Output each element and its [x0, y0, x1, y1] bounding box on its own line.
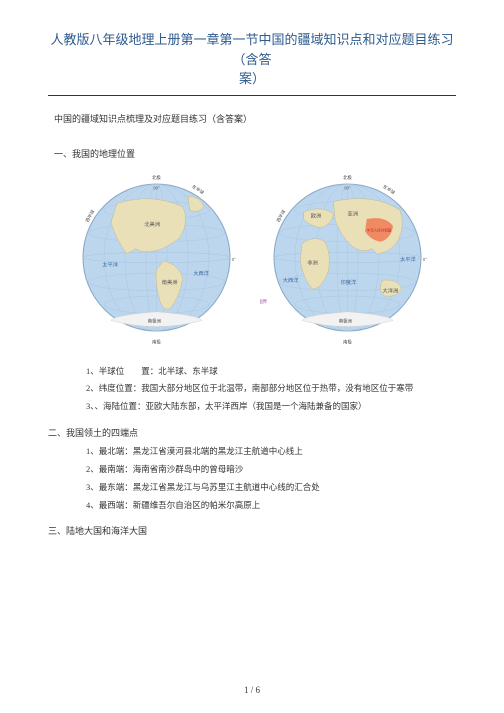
list-item: 2、最南端：海南省南沙群岛中的曾母暗沙 — [86, 461, 456, 479]
antarctica-label: 南极洲 — [148, 317, 161, 324]
pacific-label-e: 太平洋 — [400, 255, 416, 263]
north-pole-label: 北极 — [152, 173, 161, 180]
title-line-2: 案） — [239, 71, 265, 86]
legend-label: 国界 — [260, 299, 268, 305]
page-total: 6 — [256, 685, 261, 695]
antarctica-label-e: 南极洲 — [339, 317, 352, 324]
oceania-label: 大洋洲 — [383, 286, 399, 294]
atlantic-label-e: 大西洋 — [283, 276, 299, 284]
south-pole-label: 南极 — [152, 338, 161, 345]
coord-90: 90° — [153, 185, 160, 190]
section-1-list: 1、半球位 置：北半球、东半球 2、纬度位置：我国大部分地区位于北温带，南部部分… — [48, 363, 456, 417]
coord-0-side: 0° — [232, 257, 236, 262]
north-america-label: 北美洲 — [144, 220, 160, 228]
list-item: 3、最东端：黑龙江省黑龙江与乌苏里江主航道中心线的汇合处 — [86, 479, 456, 497]
europe-label: 欧洲 — [311, 211, 322, 219]
list-item: 3、、海陆位置：亚欧大陆东部，太平洋西岸（我国是一个海陆兼备的国家） — [86, 398, 456, 416]
section-2-list: 1、最北端：黑龙江省漠河县北端的黑龙江主航道中心线上 2、最南端：海南省南沙群岛… — [48, 443, 456, 514]
indian-label: 印度洋 — [341, 277, 357, 285]
page-footer: 1 / 6 — [0, 685, 504, 695]
list-item: 2、纬度位置：我国大部分地区位于北温带，南部部分地区位于热带，没有地区位于寒带 — [86, 380, 456, 398]
pacific-label: 太平洋 — [102, 260, 118, 268]
header-divider — [48, 95, 456, 96]
subtitle: 中国的疆域知识点梳理及对应题目练习（含答案） — [48, 112, 456, 125]
south-america-label: 南美洲 — [162, 277, 178, 285]
section-3-heading: 三、陆地大国和海洋大国 — [48, 524, 456, 537]
coord-0-side-e: 0° — [423, 257, 427, 262]
globe-west: 北极 南极 西半球 东半球 北美洲 南美洲 太平洋 大西洋 南极洲 90° 0° — [69, 170, 244, 345]
section-1-heading: 一、我国的地理位置 — [48, 147, 456, 160]
section-2-heading: 二、我国领土的四端点 — [48, 426, 456, 439]
page-sep: / — [248, 685, 255, 695]
north-pole-label-e: 北极 — [343, 173, 352, 180]
atlantic-label: 大西洋 — [193, 269, 209, 277]
list-item: 1、半球位 置：北半球、东半球 — [86, 363, 456, 381]
south-pole-label-e: 南极 — [343, 338, 352, 345]
page-title: 人教版八年级地理上册第一章第一节中国的疆域知识点和对应题目练习（含答 案） — [48, 30, 456, 95]
coord-90-e: 90° — [344, 185, 351, 190]
globe-west-svg: 北极 南极 西半球 东半球 北美洲 南美洲 太平洋 大西洋 南极洲 90° 0° — [69, 170, 244, 345]
list-item: 4、最西端：新疆维吾尔自治区的帕米尔高原上 — [86, 497, 456, 515]
globe-east-svg: 北极 南极 西半球 东半球 亚洲 欧洲 非洲 大洋洲 太平洋 印度洋 大西洋 南… — [260, 170, 435, 345]
china-label: 中华人民共和国 — [367, 227, 392, 232]
globe-east: 北极 南极 西半球 东半球 亚洲 欧洲 非洲 大洋洲 太平洋 印度洋 大西洋 南… — [260, 170, 435, 345]
africa-label: 非洲 — [307, 258, 318, 266]
title-line-1: 人教版八年级地理上册第一章第一节中国的疆域知识点和对应题目练习（含答 — [50, 32, 453, 67]
asia-label: 亚洲 — [348, 210, 359, 217]
list-item: 1、最北端：黑龙江省漠河县北端的黑龙江主航道中心线上 — [86, 443, 456, 461]
globe-figure: 北极 南极 西半球 东半球 北美洲 南美洲 太平洋 大西洋 南极洲 90° 0° — [48, 170, 456, 345]
